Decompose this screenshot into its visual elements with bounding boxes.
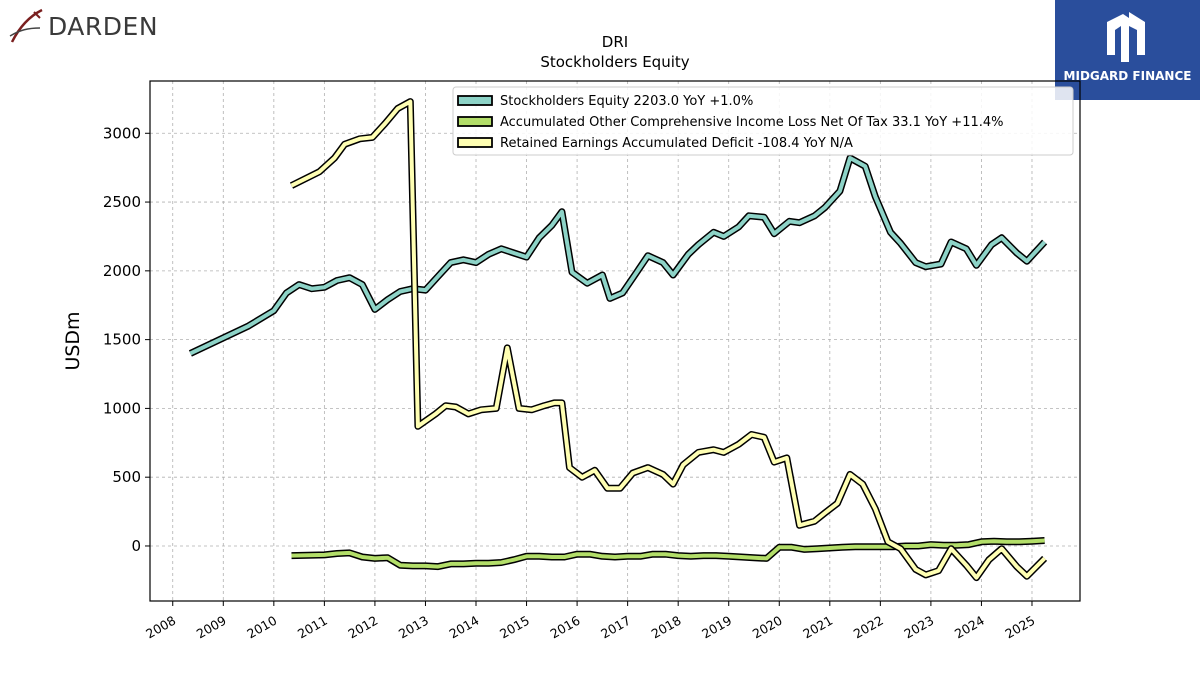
midgard-logo-text: MIDGARD FINANCE — [1063, 69, 1192, 83]
legend-label-3: Retained Earnings Accumulated Deficit -1… — [500, 136, 853, 151]
series-line-1 — [189, 156, 1047, 356]
legend-swatch-1 — [457, 95, 493, 106]
legend-swatch-2 — [457, 116, 493, 127]
y-tick-label: 2000 — [103, 262, 141, 280]
y-tick-label: 500 — [112, 468, 141, 486]
midgard-emblem-icon — [1107, 12, 1145, 62]
series-layer — [188, 98, 1048, 582]
x-tick-label: 2016 — [548, 613, 583, 642]
x-tick-label: 2017 — [598, 613, 633, 642]
y-tick-label: 2500 — [103, 193, 141, 211]
midgard-finance-logo: MIDGARD FINANCE — [1055, 0, 1200, 100]
x-axis-ticks: 2008 2009 2010 2011 2012 2013 2014 2015 2016 2017… — [143, 601, 1037, 642]
x-tick-label: 2023 — [901, 613, 936, 642]
darden-swoosh-icon — [9, 8, 43, 43]
y-tick-label: 1000 — [103, 399, 141, 417]
series-line-outline-1 — [188, 154, 1048, 357]
x-tick-label: 2008 — [143, 613, 178, 642]
x-tick-label: 2013 — [396, 613, 431, 642]
x-tick-label: 2020 — [750, 613, 785, 642]
x-tick-label: 2025 — [1002, 613, 1037, 642]
x-tick-label: 2019 — [699, 613, 734, 642]
x-tick-label: 2010 — [244, 613, 279, 642]
series-line-2 — [291, 538, 1045, 569]
y-tick-label: 0 — [131, 537, 141, 555]
chart-title: DRI — [602, 33, 628, 51]
legend-label-2: Accumulated Other Comprehensive Income L… — [500, 115, 1004, 130]
grid-lines — [150, 81, 1080, 601]
x-tick-label: 2024 — [952, 613, 987, 642]
x-tick-label: 2011 — [295, 613, 330, 642]
x-tick-label: 2022 — [851, 613, 886, 642]
x-tick-label: 2012 — [345, 613, 380, 642]
series-line-3 — [290, 99, 1047, 580]
x-tick-label: 2018 — [649, 613, 684, 642]
x-tick-label: 2009 — [194, 613, 229, 642]
x-tick-label: 2021 — [800, 613, 835, 642]
legend-box — [452, 86, 1074, 156]
plot-frame — [149, 80, 1081, 602]
legend-swatch-3 — [457, 137, 493, 148]
y-axis-label: USDm — [62, 311, 84, 370]
x-tick-label: 2014 — [446, 613, 481, 642]
chart-subtitle: Stockholders Equity — [540, 53, 689, 71]
darden-logo: DARDEN — [6, 6, 176, 46]
y-tick-label: 1500 — [103, 331, 141, 349]
x-tick-label: 2015 — [497, 613, 532, 642]
y-axis-ticks: 0 500 1000 1500 2000 2500 3000 — [103, 124, 150, 555]
legend-label-1: Stockholders Equity 2203.0 YoY +1.0% — [500, 94, 753, 109]
legend: Stockholders Equity 2203.0 YoY +1.0% Accu… — [452, 86, 1074, 156]
y-tick-label: 3000 — [103, 124, 141, 142]
darden-logo-text: DARDEN — [48, 12, 159, 41]
